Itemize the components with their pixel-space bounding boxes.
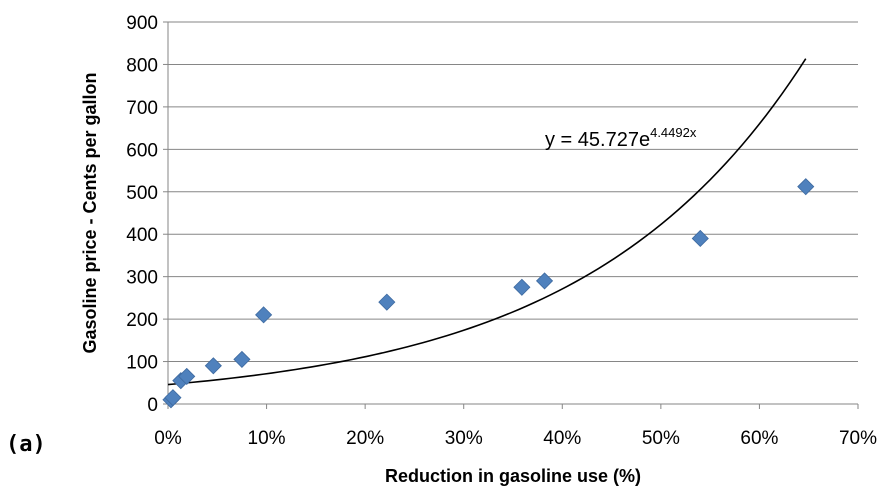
y-tick-label: 900 [126,13,158,34]
x-tick-label: 70% [839,428,877,449]
data-point [797,178,815,196]
trendline-equation-exponent: 4.4492x [650,125,697,140]
data-point [513,278,531,296]
data-point [178,367,196,385]
data-point [204,357,222,375]
gridlines [168,21,858,363]
y-tick-label: 500 [126,183,158,204]
y-tick-label: 300 [126,268,158,289]
panel-label: (a) [6,432,46,457]
data-point [535,272,554,290]
x-tick-label: 30% [445,428,483,449]
data-point [164,389,182,407]
x-tick-label: 20% [346,428,384,449]
data-point [378,293,396,311]
data-points [162,178,815,409]
x-tick-label: 40% [543,428,581,449]
x-tick-label: 0% [154,428,182,449]
y-tick-label: 600 [126,140,158,161]
y-tick-label: 400 [126,225,158,246]
trendline-equation-base: y = 45.727e [545,129,650,151]
data-point [691,229,709,248]
y-tick-labels: 0 100 200 300 400 500 600 700 800 900 [126,13,158,416]
y-axis-title: Gasoline price - Cents per gallon [80,72,100,353]
x-tick-label: 50% [642,428,680,449]
trendline-equation: y = 45.727e4.4492x [545,125,697,151]
y-tick-label: 200 [126,310,158,331]
y-tick-label: 700 [126,98,158,119]
trendline [167,58,807,386]
y-tick-label: 800 [126,55,158,76]
trendline-group [167,58,807,386]
x-tick-labels: 0% 10% 20% 30% 40% 50% 60% 70% [154,428,877,449]
data-point [255,306,273,324]
x-tick-label: 10% [248,428,286,449]
y-tick-label: 100 [126,353,158,374]
x-axis-title: Reduction in gasoline use (%) [385,466,641,486]
x-tick-label: 60% [740,428,778,449]
data-point [233,350,251,368]
y-tick-label: 0 [147,395,158,416]
axes [163,21,859,409]
